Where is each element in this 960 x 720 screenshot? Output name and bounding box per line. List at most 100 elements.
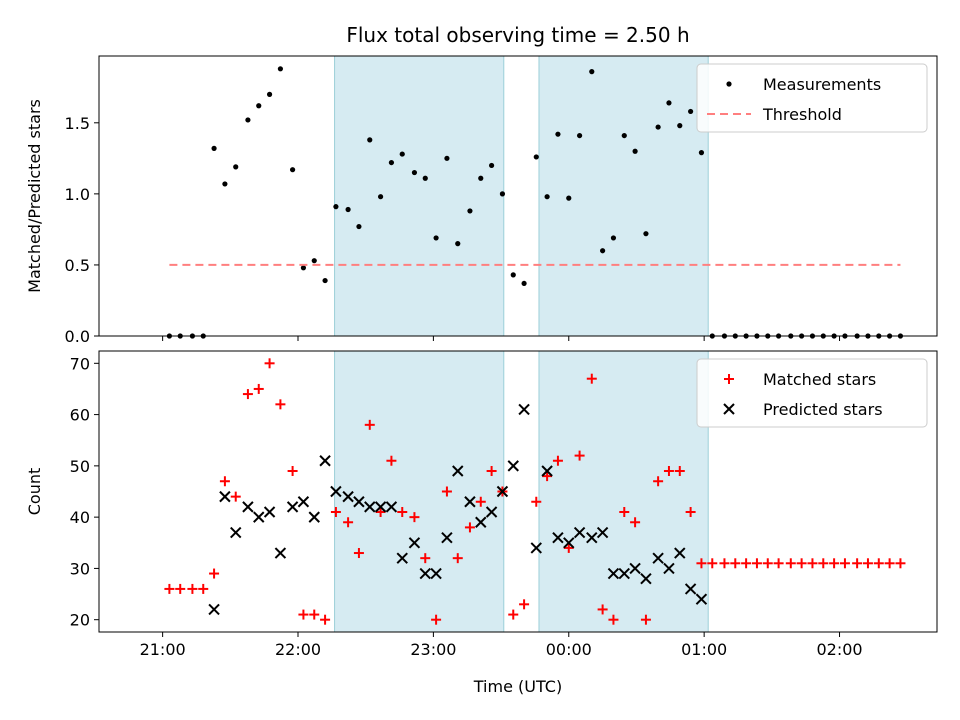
data-point	[696, 558, 707, 569]
data-point	[818, 558, 829, 569]
data-point	[663, 465, 674, 476]
data-point	[773, 558, 784, 569]
x-mark-b	[374, 501, 387, 513]
legend-label: Threshold	[762, 105, 842, 124]
data-point	[596, 526, 609, 539]
data-point	[873, 558, 884, 569]
data-point	[388, 159, 395, 166]
data-point	[219, 476, 230, 487]
data-point	[486, 465, 497, 476]
data-point	[266, 91, 273, 97]
x-mark-b	[319, 455, 331, 467]
data-point	[464, 496, 476, 508]
x-mark-b	[684, 583, 697, 595]
data-point	[618, 567, 630, 580]
data-point	[839, 558, 850, 569]
data-point	[319, 455, 331, 467]
x-mark-b	[518, 403, 530, 416]
y-tick-label: 70	[70, 354, 90, 373]
y-tick-label: 60	[70, 406, 90, 425]
data-point	[762, 558, 773, 569]
y-tick-label: 50	[70, 457, 90, 476]
data-point	[242, 389, 253, 400]
data-point	[311, 258, 317, 264]
data-point	[420, 553, 431, 564]
legend: Measurements Threshold	[696, 63, 928, 133]
x-mark-b	[408, 537, 421, 549]
data-point	[610, 235, 617, 241]
y-tick-label: 0.0	[65, 327, 90, 346]
x-mark-b	[452, 465, 464, 477]
x-mark-b	[674, 547, 686, 559]
data-point	[219, 490, 231, 503]
data-point	[655, 124, 661, 130]
data-point	[586, 531, 598, 544]
data-point	[510, 272, 516, 278]
data-point	[364, 419, 375, 430]
data-point	[452, 553, 463, 564]
observing-interval	[538, 350, 709, 633]
data-point	[187, 583, 198, 594]
data-point	[640, 572, 652, 585]
x-mark-b	[396, 552, 408, 564]
data-point	[555, 131, 561, 137]
x-mark-b	[230, 526, 242, 539]
data-point	[386, 455, 397, 466]
data-point	[629, 562, 641, 575]
x-mark-b	[475, 516, 487, 528]
data-point	[411, 169, 418, 176]
data-point	[666, 100, 672, 106]
data-point	[475, 496, 486, 507]
legend-marker	[726, 81, 732, 87]
data-point	[230, 491, 241, 502]
data-point	[175, 583, 186, 594]
x-mark-b	[485, 506, 498, 518]
data-point	[263, 506, 276, 518]
ratio-panel: 0.0 0.5 1.0 1.5 Flux total observing time = …	[25, 23, 938, 346]
data-point	[455, 241, 461, 247]
data-point	[597, 604, 608, 615]
data-point	[330, 485, 342, 498]
data-point	[695, 593, 708, 605]
x-mark-b	[297, 496, 310, 508]
data-point	[353, 548, 364, 559]
data-point	[222, 181, 228, 187]
data-point	[452, 465, 464, 477]
data-point	[640, 614, 651, 625]
legend-label: Predicted stars	[763, 400, 883, 419]
y-tick-label: 20	[70, 611, 90, 630]
data-point	[807, 558, 818, 569]
data-point	[621, 132, 627, 139]
data-point	[719, 558, 730, 569]
data-point	[164, 583, 175, 594]
x-mark-b	[441, 531, 453, 544]
data-point	[489, 162, 495, 169]
data-point	[741, 558, 752, 569]
data-point	[521, 280, 527, 287]
legend-box	[696, 63, 928, 133]
data-point	[563, 542, 574, 553]
x-mark-b	[507, 460, 519, 472]
data-point	[530, 542, 542, 554]
data-point	[422, 175, 428, 181]
x-mark-b	[286, 501, 299, 513]
data-point	[531, 496, 542, 507]
data-point	[542, 471, 553, 482]
x-mark-b	[640, 572, 652, 585]
data-point	[632, 148, 638, 154]
data-point	[385, 501, 398, 513]
data-point	[674, 547, 686, 559]
legend-box	[696, 358, 928, 428]
data-point	[444, 155, 450, 161]
data-point	[342, 490, 354, 503]
x-mark-b	[274, 547, 287, 559]
y-axis-label: Matched/Predicted stars	[25, 99, 44, 293]
data-point	[367, 137, 373, 143]
x-mark-b	[430, 567, 442, 580]
data-point	[275, 399, 286, 410]
data-point	[652, 552, 664, 564]
data-point	[230, 526, 242, 539]
chart-title: Flux total observing time = 2.50 h	[346, 23, 689, 47]
data-point	[396, 552, 408, 564]
data-point	[496, 485, 509, 498]
